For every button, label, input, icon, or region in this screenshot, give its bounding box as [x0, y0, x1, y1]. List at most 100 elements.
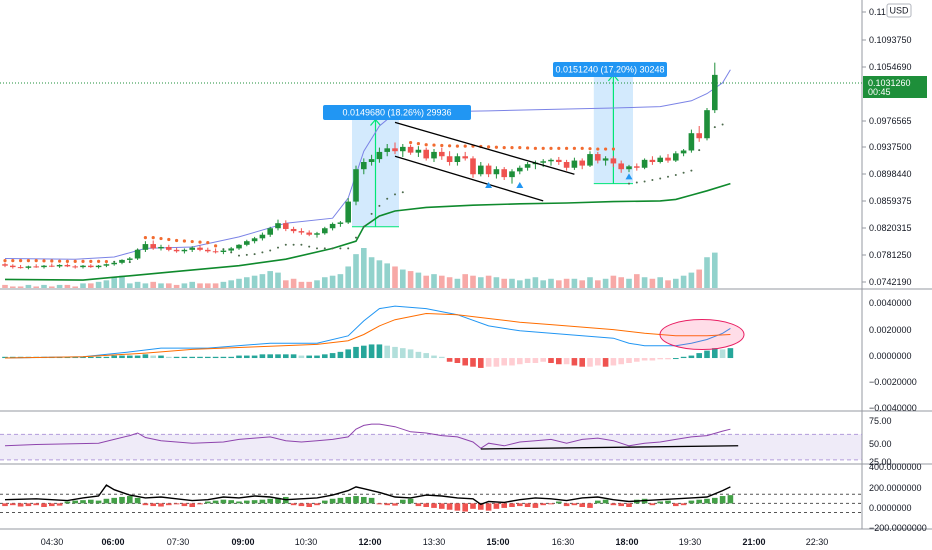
volume-bar-43: [337, 274, 344, 288]
macd-hist-43: [337, 351, 344, 359]
volume-bar-47: [368, 257, 375, 288]
cci-hist-54: [423, 503, 429, 507]
sar-dot-2: [19, 259, 23, 263]
cci-hist-64: [501, 503, 507, 508]
macd-hist-14: [111, 355, 117, 359]
sar-dot-55: [432, 143, 436, 147]
macd-tick-0: 0.0040000: [869, 298, 912, 308]
volume-bar-28: [220, 281, 227, 288]
cci-hist-38: [298, 503, 305, 507]
candle-body-90: [704, 110, 710, 139]
trend-lines[interactable]: [394, 121, 575, 202]
candle-body-28: [220, 250, 227, 252]
cci-line: [4, 484, 731, 506]
candle-body-50: [392, 148, 398, 152]
candle-body-73: [571, 160, 578, 168]
macd-hist-18: [142, 354, 149, 359]
volume-bar-39: [306, 281, 312, 288]
macd-tick-2: 0.0000000: [869, 351, 912, 361]
candle-body-49: [384, 148, 390, 152]
macd-hist-13: [103, 356, 110, 359]
candle-body-87: [680, 150, 687, 154]
candle-body-11: [88, 265, 94, 268]
candle-body-37: [290, 228, 297, 232]
volume-bar-35: [275, 272, 281, 288]
macd-hist-33: [259, 354, 266, 359]
volume-bar-75: [587, 277, 593, 288]
volume-bar-19: [150, 281, 156, 288]
volume-bar-58: [454, 278, 461, 288]
macd-hist-40: [314, 355, 320, 359]
candle-body-70: [548, 159, 554, 162]
sar-dot-91: [713, 126, 716, 129]
volume-bar-48: [376, 260, 383, 288]
volume-bar-89: [696, 269, 702, 288]
volume-bar-33: [259, 274, 266, 288]
volume-bar-52: [407, 271, 414, 288]
cci-hist-72: [563, 503, 570, 507]
macd-hist-26: [205, 356, 211, 359]
time-tick-5: 12:00: [358, 537, 381, 547]
macd-hist-0: [2, 356, 8, 359]
volume-bar-45: [353, 254, 359, 288]
cci-hist-37: [290, 503, 297, 506]
cci-hist-46: [361, 496, 367, 504]
candle-body-1: [10, 265, 16, 268]
price-tick-4: 0.0937500: [869, 142, 912, 152]
volume-bar-37: [290, 278, 297, 288]
volume-bar-25: [197, 283, 203, 288]
sar-dot-25: [198, 240, 202, 244]
sar-dot-74: [580, 146, 584, 150]
cci-hist-21: [166, 503, 172, 506]
volume-bar-70: [548, 278, 554, 288]
volume-bar-56: [439, 275, 445, 288]
price-tick-2: 0.1054690: [869, 62, 912, 72]
candle-body-62: [485, 165, 492, 175]
candle-body-33: [259, 234, 266, 239]
macd-hist-49: [384, 345, 390, 359]
volume-bar-83: [649, 278, 656, 288]
volume-bar-50: [392, 266, 398, 288]
time-tick-11: 21:00: [742, 537, 765, 547]
macd-hist-45: [353, 346, 359, 359]
sar-dot-50: [394, 193, 396, 196]
volume-bar-38: [298, 281, 305, 288]
macd-hist-60: [470, 358, 476, 367]
sar-dot-82: [643, 180, 646, 183]
volume-bar-23: [181, 283, 188, 288]
volume-bar-24: [189, 281, 195, 288]
sar-dot-36: [284, 243, 287, 246]
candle-body-25: [197, 247, 203, 250]
sar-dot-37: [292, 243, 295, 246]
volume-bar-10: [80, 283, 86, 288]
candle-body-81: [634, 166, 640, 168]
cci-hist-2: [17, 503, 24, 507]
currency-label: USD: [889, 6, 909, 16]
time-tick-3: 09:00: [231, 537, 254, 547]
cci-hist-93: [727, 495, 734, 504]
volume-bar-80: [626, 278, 632, 288]
cci-tick-2: 0.0000000: [869, 503, 912, 513]
cci-hist-29: [228, 500, 234, 504]
macd-hist-71: [556, 358, 562, 365]
macd-hist-55: [431, 355, 437, 359]
volume-bar-59: [462, 274, 468, 288]
time-tick-7: 15:00: [486, 537, 509, 547]
volume-bar-87: [680, 275, 687, 288]
cci-hist-62: [485, 503, 492, 511]
sar-dot-3: [26, 259, 30, 263]
sar-dot-47: [370, 212, 373, 215]
cci-hist-67: [524, 503, 531, 507]
volume-bar-84: [657, 277, 663, 288]
candle-body-83: [649, 159, 656, 162]
sar-dot-56: [440, 143, 444, 148]
cci-hist-35: [275, 497, 281, 504]
candle-body-63: [493, 169, 500, 175]
candle-body-29: [228, 248, 234, 251]
candle-body-54: [423, 149, 429, 159]
candle-body-47: [368, 159, 375, 162]
macd-tick-3: −0.0020000: [869, 377, 917, 387]
price-tick-5: 0.0898440: [869, 169, 912, 179]
cci-hist-77: [602, 499, 609, 504]
time-tick-4: 10:30: [295, 537, 318, 547]
